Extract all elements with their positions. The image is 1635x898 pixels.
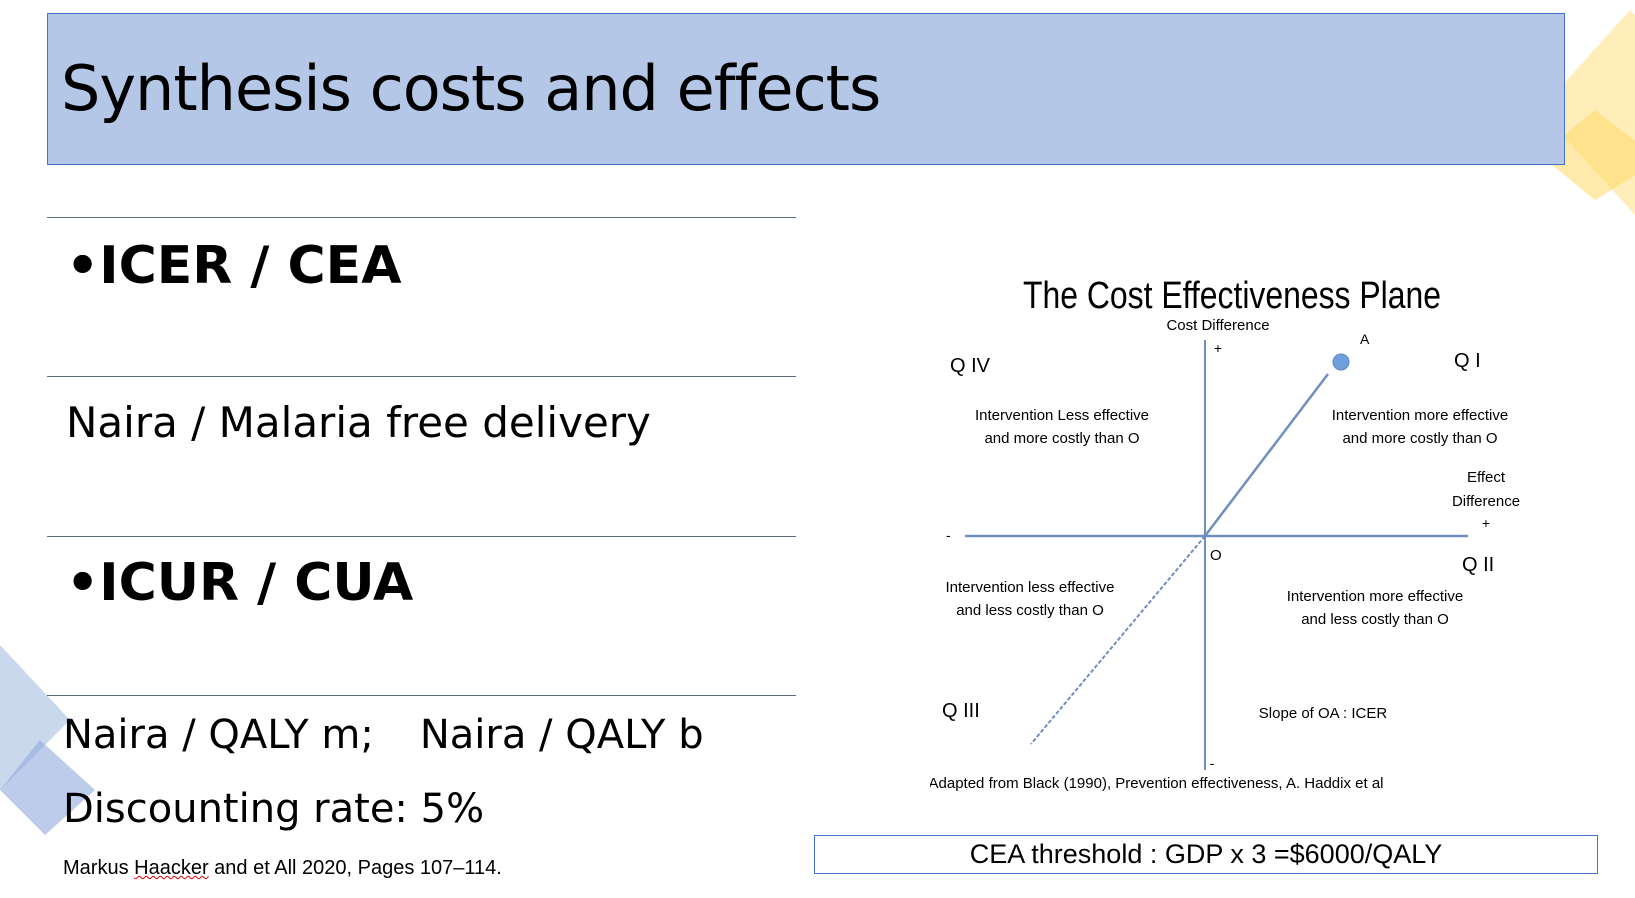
divider-line [47, 695, 796, 696]
quadrant-1-label: Q I [1454, 350, 1481, 372]
row-icer-cea: •ICER / CEA [66, 236, 401, 296]
row-label: Naira / Malaria free delivery [66, 398, 651, 447]
quadrant-4-text-line1: Intervention Less effective [975, 407, 1149, 424]
diagram-source: Adapted from Black (1990), Prevention ef… [930, 775, 1383, 792]
quadrant-3-text-line2: and less costly than O [956, 602, 1104, 619]
citation-author: Haacker [134, 857, 209, 879]
row-label: ICUR / CUA [99, 553, 414, 613]
cea-threshold-box: CEA threshold : GDP x 3 =$6000/QALY [814, 835, 1598, 874]
quadrant-3-label: Q III [942, 700, 980, 722]
quadrant-2-text-line2: and less costly than O [1301, 611, 1449, 628]
qaly-line: Naira / QALY m; Naira / QALY b [63, 712, 704, 758]
divider-line [47, 217, 796, 218]
x-axis-label-line2: Difference [1452, 493, 1520, 510]
slope-label: Slope of OA : ICER [1259, 705, 1388, 722]
divider-line [47, 536, 796, 537]
quadrant-1-text-line1: Intervention more effective [1332, 407, 1508, 424]
point-a-label: A [1360, 331, 1370, 347]
x-plus: + [1482, 515, 1490, 531]
x-minus: - [946, 527, 951, 543]
quadrant-2-label: Q II [1462, 554, 1494, 576]
quadrant-4-text-line2: and more costly than O [984, 430, 1139, 447]
quadrant-1-text-line2: and more costly than O [1342, 430, 1497, 447]
bullet: • [66, 236, 100, 296]
x-axis-label-line1: Effect [1467, 469, 1506, 486]
row-malaria: Naira / Malaria free delivery [66, 398, 651, 447]
divider-line [47, 376, 796, 377]
bullet: • [66, 553, 100, 613]
qaly-m: Naira / QALY m; [63, 712, 374, 758]
diagram-title: The Cost Effectiveness Plane [1023, 275, 1441, 317]
quadrant-2-text-line1: Intervention more effective [1287, 588, 1463, 605]
qaly-b: Naira / QALY b [419, 712, 704, 758]
title-banner: Synthesis costs and effects [47, 13, 1565, 165]
cost-effectiveness-plane: The Cost Effectiveness Plane Cost Differ… [930, 275, 1520, 792]
point-a [1332, 353, 1350, 371]
y-axis-label: Cost Difference [1166, 317, 1269, 334]
origin-label: O [1210, 547, 1222, 564]
y-plus: + [1214, 340, 1222, 356]
cea-threshold-text: CEA threshold : GDP x 3 =$6000/QALY [969, 839, 1443, 869]
corner-decoration-bottom-left [0, 645, 95, 835]
y-minus: - [1210, 755, 1215, 771]
quadrant-3-text-line1: Intervention less effective [946, 579, 1115, 596]
row-label: ICER / CEA [99, 236, 402, 296]
quadrant-4-label: Q IV [950, 355, 991, 377]
slope-line [1204, 373, 1329, 537]
discounting-rate: Discounting rate: 5% [63, 786, 485, 832]
corner-decoration-top-right [1540, 10, 1635, 215]
slide-title: Synthesis costs and effects [61, 52, 881, 125]
row-icur-cua: •ICUR / CUA [66, 553, 413, 613]
citation: Markus Haacker and et All 2020, Pages 10… [63, 857, 502, 879]
slope-line-dashed [1030, 535, 1206, 745]
